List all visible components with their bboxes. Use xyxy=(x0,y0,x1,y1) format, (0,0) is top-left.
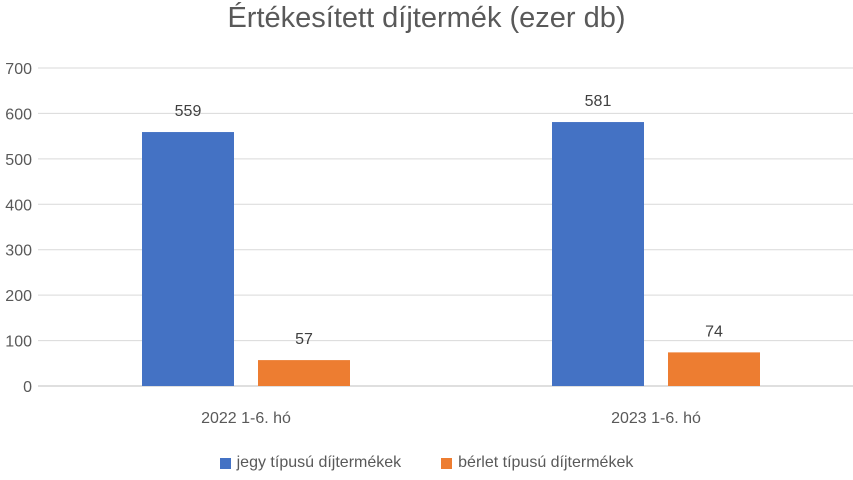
bar xyxy=(142,132,234,386)
y-tick-label: 700 xyxy=(5,61,32,78)
data-label: 57 xyxy=(295,331,313,348)
legend-label-berlet: bérlet típusú díjtermékek xyxy=(458,454,634,471)
bar xyxy=(552,122,644,386)
legend-item-jegy: jegy típusú díjtermékek xyxy=(219,454,402,472)
legend-item-berlet: bérlet típusú díjtermékek xyxy=(441,454,633,472)
data-label: 581 xyxy=(585,93,612,110)
legend-swatch-berlet xyxy=(441,457,453,469)
x-tick-label: 2023 1-6. hó xyxy=(611,410,701,427)
y-tick-label: 600 xyxy=(5,106,32,123)
bar xyxy=(258,360,350,386)
chart-title: Értékesített díjtermék (ezer db) xyxy=(227,2,626,34)
data-label: 559 xyxy=(175,103,202,120)
y-tick-label: 200 xyxy=(5,288,32,305)
y-tick-label: 100 xyxy=(5,334,32,351)
legend-label-jegy: jegy típusú díjtermékek xyxy=(236,454,402,471)
y-tick-label: 0 xyxy=(23,379,32,396)
y-tick-label: 300 xyxy=(5,243,32,260)
bar xyxy=(668,352,760,386)
legend: jegy típusú díjtermékek bérlet típusú dí… xyxy=(0,454,853,472)
data-label: 74 xyxy=(705,323,723,340)
x-tick-label: 2022 1-6. hó xyxy=(201,410,291,427)
legend-swatch-jegy xyxy=(219,457,231,469)
y-tick-label: 500 xyxy=(5,152,32,169)
y-tick-label: 400 xyxy=(5,197,32,214)
